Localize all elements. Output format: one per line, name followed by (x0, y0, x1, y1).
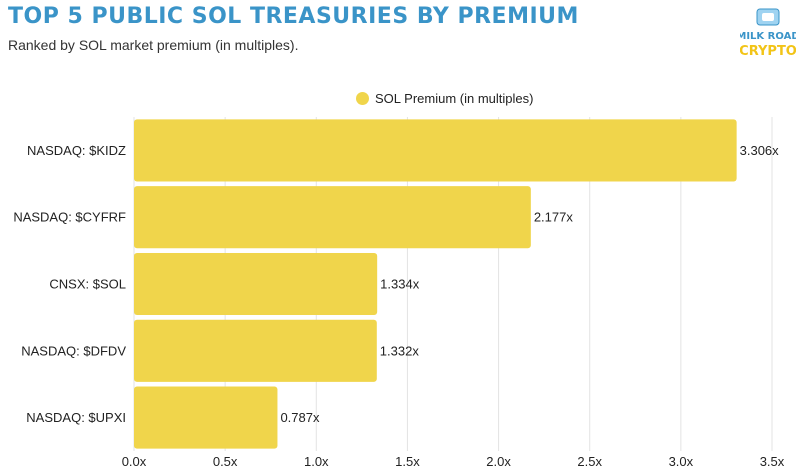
bar-value-label: 0.787x (280, 410, 320, 425)
x-tick-label: 0.0x (122, 454, 147, 468)
logo-line1: MILK ROAD (740, 31, 796, 42)
bar-value-label: 1.334x (380, 277, 420, 292)
milk-road-crypto-logo: MILK ROAD CRYPTO (740, 8, 796, 59)
bar-value-label: 3.306x (740, 143, 780, 158)
legend-swatch (356, 92, 369, 105)
y-category-label: NASDAQ: $DFDV (21, 343, 126, 358)
x-tick-label: 2.0x (486, 454, 511, 468)
chart-subtitle: Ranked by SOL market premium (in multipl… (8, 37, 299, 53)
bar-value-label: 1.332x (380, 343, 420, 358)
y-category-label: NASDAQ: $UPXI (26, 410, 126, 425)
x-tick-label: 2.5x (577, 454, 602, 468)
y-category-label: CNSX: $SOL (49, 277, 126, 292)
bar (134, 186, 531, 249)
x-tick-label: 1.0x (304, 454, 329, 468)
y-category-label: NASDAQ: $CYFRF (13, 210, 126, 225)
logo-line2: CRYPTO (740, 44, 796, 59)
bar (134, 252, 378, 316)
x-tick-label: 0.5x (213, 454, 238, 468)
legend-label: SOL Premium (in multiples) (375, 91, 534, 106)
milk-carton-logo-icon (756, 8, 780, 26)
bar (134, 319, 377, 382)
bar-value-label: 2.177x (534, 210, 574, 225)
chart-legend: SOL Premium (in multiples) (356, 91, 533, 106)
x-tick-label: 3.0x (669, 454, 694, 468)
bar (134, 119, 737, 182)
x-tick-label: 3.5x (760, 454, 785, 468)
x-tick-label: 1.5x (395, 454, 420, 468)
y-category-label: NASDAQ: $KIDZ (27, 143, 126, 158)
chart-title: TOP 5 PUBLIC SOL TREASURIES BY PREMIUM (8, 4, 579, 29)
bar (134, 386, 278, 449)
